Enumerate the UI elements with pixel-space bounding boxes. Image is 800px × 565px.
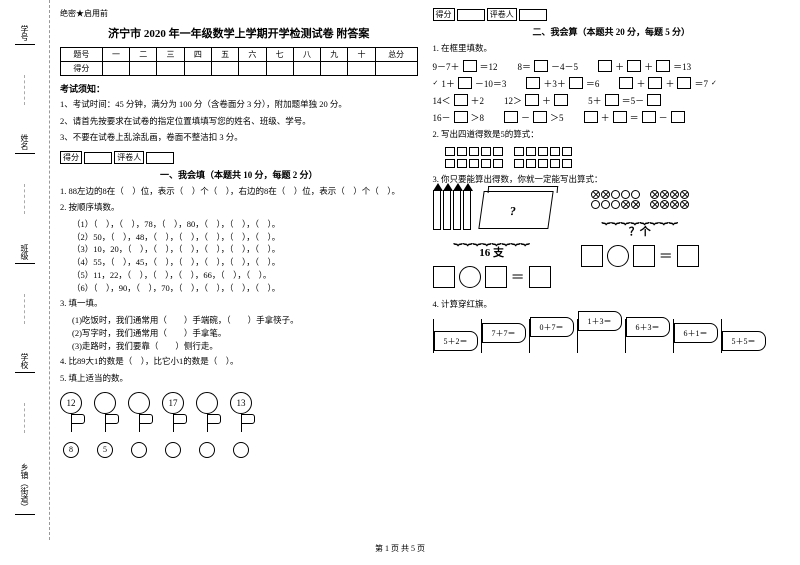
sub-question: （2）50，（ ），48，（ ），（ ），（ ），（ ），（ ）。 — [60, 231, 418, 244]
binding-label: 学号 — [15, 25, 35, 45]
fill-row: 14＜＋2 12＞＋ 5＋＝5－ — [433, 94, 791, 107]
question: 1. 88左边的8在（ ）位，表示（ ）个（ ），右边的8在（ ）位，表示（ ）… — [60, 185, 418, 199]
grader-input[interactable] — [519, 9, 547, 21]
sub-question: （5）11，22，（ ），（ ），（ ），66，（ ），（ ）。 — [60, 269, 418, 282]
question: 4. 计算穿红旗。 — [433, 298, 791, 312]
sub-question: (3)走路时，我们要靠（ ）侧行走。 — [60, 340, 418, 353]
question: 5. 填上适当的数。 — [60, 372, 418, 386]
fill-row: 16－＞8 －＞5 ＋＝－ — [433, 111, 791, 124]
question: 1. 在框里填数。 — [433, 42, 791, 56]
question: 4. 比89大1的数是（ ），比它小1的数是（ ）。 — [60, 355, 418, 369]
sub-question: （6）（ ），90，（ ），70，（ ），（ ），（ ），（ ）。 — [60, 282, 418, 295]
grader-input[interactable] — [146, 152, 174, 164]
fill-row: 9－7＋＝12 8＝－4－5 ＋＋＝13 — [433, 60, 791, 73]
sub-question: （1）（ ），（ ），78，（ ），80，（ ），（ ），（ ）。 — [60, 218, 418, 231]
notice-title: 考试须知： — [60, 82, 418, 95]
circles-diagram: ⏟⏟⏟⏟⏟⏟⏟⏟ ？个 ＝ — [581, 190, 699, 273]
exam-title: 济宁市 2020 年一年级数学上学期开学检测试卷 附答案 — [60, 25, 418, 41]
score-label: 得分 — [433, 8, 455, 21]
score-input[interactable] — [457, 9, 485, 21]
question: 2. 按顺序填数。 — [60, 201, 418, 215]
binding-label: 乡镇（街道） — [15, 463, 35, 515]
flag-row: 128 5 17 13 — [60, 392, 418, 458]
pencil-diagram: ? ⏟⏟⏟⏟⏟⏟⏟⏟ 16 支 ＝ — [433, 190, 551, 294]
fill-row: ✓1＋－10＝3 ＋3＋＝6 ＋＋＝7✓ — [433, 77, 791, 90]
question: 2. 写出四道得数是5的算式： — [433, 128, 791, 142]
score-input[interactable] — [84, 152, 112, 164]
sub-question: (2)写字时，我们通常用（ ）手拿笔。 — [60, 327, 418, 340]
binding-margin: 学号 姓名 班级 学校 乡镇（街道） — [0, 0, 50, 540]
flag-item: 13 — [230, 392, 252, 458]
notice-item: 1、考试时间：45 分钟，满分为 100 分（含卷面分 3 分），附加题单独 2… — [60, 98, 418, 112]
sub-question: （4）55，（ ），45，（ ），（ ），（ ），（ ），（ ）。 — [60, 256, 418, 269]
notice-item: 3、不要在试卷上乱涂乱画，卷面不整洁扣 3 分。 — [60, 131, 418, 145]
equation-boxes: ＝ — [433, 266, 551, 288]
answer-boxes — [433, 144, 791, 170]
grader-label: 评卷人 — [114, 151, 144, 164]
grader-label: 评卷人 — [487, 8, 517, 21]
flag-item — [196, 392, 218, 458]
left-column: 绝密★启用前 济宁市 2020 年一年级数学上学期开学检测试卷 附答案 题号一二… — [60, 8, 418, 532]
flag-item: 17 — [162, 392, 184, 458]
flag-item: 128 — [60, 392, 82, 458]
flag-item — [128, 392, 150, 458]
sub-question: (1)吃饭时，我们通常用（ ）手端碗，（ ）手拿筷子。 — [60, 314, 418, 327]
flag-chain: 5＋2＝ 7＋7＝ 0＋7＝ 1＋3＝ 6＋3＝ 6＋1＝ 5＋5＝ — [433, 317, 791, 353]
binding-label: 班级 — [15, 244, 35, 264]
score-table: 题号一二三四五六七八九十总分 得分 — [60, 47, 418, 76]
binding-label: 姓名 — [15, 134, 35, 154]
section-2-title: 二、我会算（本题共 20 分，每题 5 分） — [433, 25, 791, 38]
flag-item: 5 — [94, 392, 116, 458]
right-column: 得分 评卷人 二、我会算（本题共 20 分，每题 5 分） 1. 在框里填数。 … — [433, 8, 791, 532]
notice-item: 2、请首先按要求在试卷的指定位置填填写您的姓名、班级、学号。 — [60, 115, 418, 129]
page-footer: 第 1 页 共 5 页 — [0, 540, 800, 557]
section-1-title: 一、我会填（本题共 10 分，每题 2 分） — [60, 168, 418, 181]
equation-boxes: ＝ — [581, 245, 699, 267]
question: 3. 你只要能算出得数，你就一定能写出算式： — [433, 173, 791, 187]
secret-label: 绝密★启用前 — [60, 8, 418, 19]
question: 3. 填一填。 — [60, 297, 418, 311]
binding-label: 学校 — [15, 353, 35, 373]
score-label: 得分 — [60, 151, 82, 164]
sub-question: （3）10，20，（ ），（ ），（ ），（ ），（ ），（ ）。 — [60, 243, 418, 256]
